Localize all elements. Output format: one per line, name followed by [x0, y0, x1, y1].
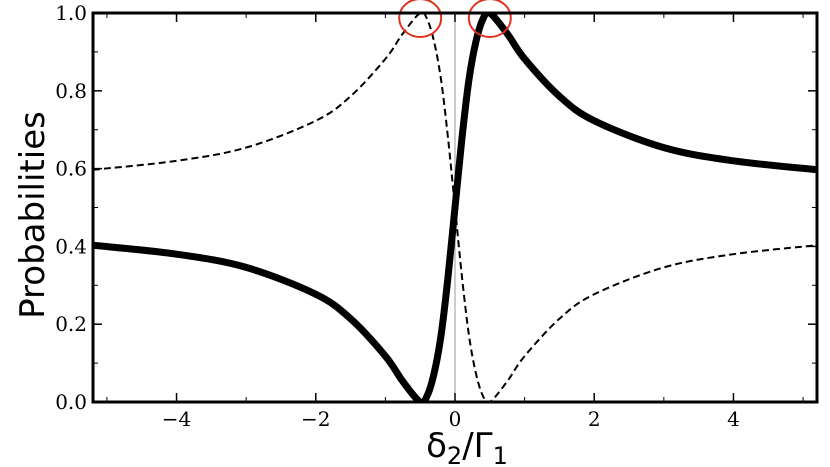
y-tick-label: 0.2	[55, 312, 87, 336]
x-axis-title: δ2/Γ1	[426, 426, 508, 467]
plot-area	[93, 13, 817, 402]
x-tick-label: −2	[301, 407, 330, 431]
x-axis-title-base: δ	[426, 426, 447, 466]
y-tick-label: 0.6	[55, 157, 87, 181]
x-axis-title-base2: Γ	[474, 426, 493, 466]
peak-highlight-circle	[398, 0, 443, 38]
x-tick-label: 0	[449, 407, 462, 431]
annotations	[398, 0, 512, 38]
peak-highlight-circle	[467, 0, 512, 38]
y-tick-label: 1.0	[55, 1, 87, 25]
y-axis-title: Probabilities	[13, 111, 53, 319]
x-axis-title-slash: /	[462, 426, 474, 466]
x-tick-label: 4	[727, 407, 740, 431]
dashed-probability-curve	[93, 13, 817, 402]
x-tick-label: 2	[588, 407, 601, 431]
y-tick-label: 0.4	[55, 234, 87, 258]
x-axis-title-sub1: 2	[447, 442, 462, 467]
x-axis-title-sub2: 1	[493, 442, 508, 467]
x-tick-label: −4	[162, 407, 191, 431]
y-tick-label: 0.8	[55, 79, 87, 103]
axis-ticks: −4 −2 0 2 4 0.0 0.2 0.4 0.6 0.8 1.0	[55, 1, 817, 431]
y-tick-label: 0.0	[55, 390, 87, 414]
